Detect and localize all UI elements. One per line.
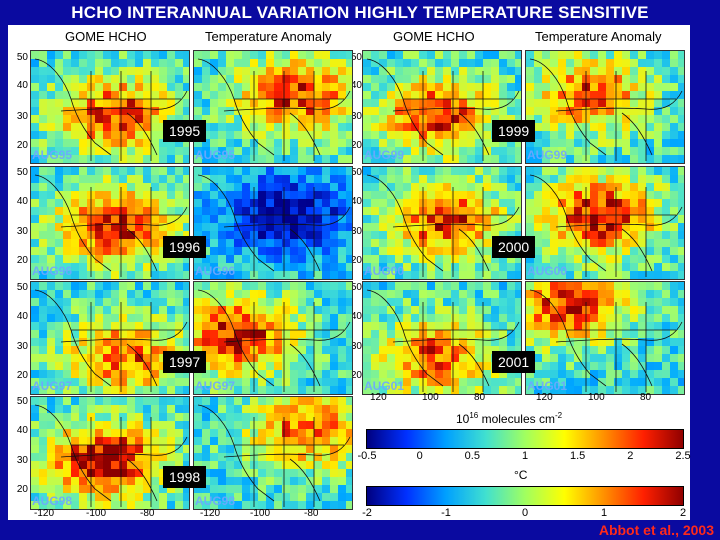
colorbar-hcho-label: 1016 molecules cm-2: [456, 411, 563, 426]
lat-tick: 30: [16, 111, 28, 122]
month-label: AUG00: [527, 264, 568, 278]
lat-tick: 30: [16, 226, 28, 237]
col-header-temp-1: Temperature Anomaly: [205, 29, 332, 44]
gome-hcho-map: [30, 166, 190, 280]
lat-tick: 30: [350, 226, 362, 237]
lat-tick: 50: [350, 52, 362, 63]
slide-title: HCHO INTERANNUAL VARIATION HIGHLY TEMPER…: [71, 3, 649, 22]
colorbar-tick: 2: [679, 507, 687, 519]
lat-tick: 50: [350, 282, 362, 293]
lat-tick: 30: [350, 341, 362, 352]
lat-tick: 40: [350, 80, 362, 91]
month-label: AUG99: [527, 148, 568, 162]
temperature-anomaly-map: [525, 166, 685, 280]
lon-tick: 80: [474, 392, 486, 403]
colorbar-tick: 1: [521, 450, 529, 462]
year-label: 2001: [492, 351, 536, 373]
month-label: AUG97: [32, 379, 73, 393]
lat-tick: 40: [16, 80, 28, 91]
lon-tick: 120: [370, 392, 387, 403]
year-label: 1996: [163, 236, 207, 258]
lat-tick: 30: [350, 111, 362, 122]
lat-tick: 20: [350, 255, 362, 266]
colorbar-tick: -1: [441, 507, 451, 519]
lat-tick: 50: [16, 167, 28, 178]
temperature-anomaly-map: [193, 166, 353, 280]
gome-hcho-map: [30, 281, 190, 395]
lat-tick: 40: [16, 311, 28, 322]
month-label: AUG99: [364, 148, 405, 162]
year-label: 1998: [163, 466, 207, 488]
lat-tick: 40: [350, 311, 362, 322]
lon-tick: -100: [86, 508, 107, 519]
colorbar-tick: 0.5: [464, 450, 480, 462]
gome-hcho-map: [30, 396, 190, 510]
gome-hcho-map: [362, 281, 522, 395]
colorbar-temp-label: °C: [514, 468, 528, 482]
lat-tick: 40: [16, 196, 28, 207]
lon-tick: 100: [422, 392, 439, 403]
col-header-temp-2: Temperature Anomaly: [535, 29, 662, 44]
lat-tick: 30: [16, 455, 28, 466]
colorbar-temp: [366, 486, 684, 506]
colorbar-tick: 0: [521, 507, 529, 519]
colorbar-hcho: [366, 429, 684, 449]
credit-citation: Abbot et al., 2003: [598, 522, 714, 538]
lat-tick: 20: [16, 255, 28, 266]
colorbar-tick: -2: [362, 507, 372, 519]
year-label: 2000: [492, 236, 536, 258]
lat-tick: 30: [16, 341, 28, 352]
gome-hcho-map: [362, 166, 522, 280]
month-label: AUG98: [32, 494, 73, 508]
lon-tick: -120: [34, 508, 55, 519]
lon-tick: 80: [640, 392, 652, 403]
lon-tick: 100: [588, 392, 605, 403]
lat-tick: 50: [16, 396, 28, 407]
month-label: AUG01: [364, 379, 405, 393]
lon-tick: -100: [250, 508, 271, 519]
colorbar-tick: 0: [416, 450, 423, 462]
colorbar-tick: 2.5: [675, 450, 691, 462]
month-label: AUG95: [32, 148, 73, 162]
year-label: 1995: [163, 120, 207, 142]
month-label: AUG96: [32, 264, 73, 278]
temperature-anomaly-map: [193, 281, 353, 395]
lat-tick: 50: [16, 282, 28, 293]
colorbar-tick: 1.5: [570, 450, 586, 462]
month-label: AUG97: [195, 379, 236, 393]
month-label: AUG98: [195, 494, 236, 508]
month-label: AUG96: [195, 264, 236, 278]
lat-tick: 20: [16, 370, 28, 381]
colorbar-tick: 2: [627, 450, 634, 462]
colorbar-tick: -0.5: [357, 450, 377, 462]
gome-hcho-map: [362, 50, 522, 164]
colorbar-tick: 1: [600, 507, 608, 519]
lat-tick: 40: [16, 425, 28, 436]
lat-tick: 20: [350, 140, 362, 151]
temperature-anomaly-map: [193, 50, 353, 164]
temperature-anomaly-map: [525, 281, 685, 395]
month-label: AUG00: [364, 264, 405, 278]
lat-tick: 20: [16, 140, 28, 151]
lat-tick: 40: [350, 196, 362, 207]
temperature-anomaly-map: [193, 396, 353, 510]
year-label: 1999: [492, 120, 536, 142]
lat-tick: 20: [350, 370, 362, 381]
lon-tick: -120: [200, 508, 221, 519]
temperature-anomaly-map: [525, 50, 685, 164]
lon-tick: -80: [140, 508, 155, 519]
year-label: 1997: [163, 351, 207, 373]
lat-tick: 50: [16, 52, 28, 63]
lon-tick: 120: [536, 392, 553, 403]
gome-hcho-map: [30, 50, 190, 164]
col-header-gome-2: GOME HCHO: [393, 29, 475, 44]
lat-tick: 50: [350, 167, 362, 178]
lat-tick: 20: [16, 484, 28, 495]
month-label: AUG01: [527, 379, 568, 393]
col-header-gome-1: GOME HCHO: [65, 29, 147, 44]
lon-tick: -80: [304, 508, 319, 519]
month-label: AUG95: [195, 148, 236, 162]
